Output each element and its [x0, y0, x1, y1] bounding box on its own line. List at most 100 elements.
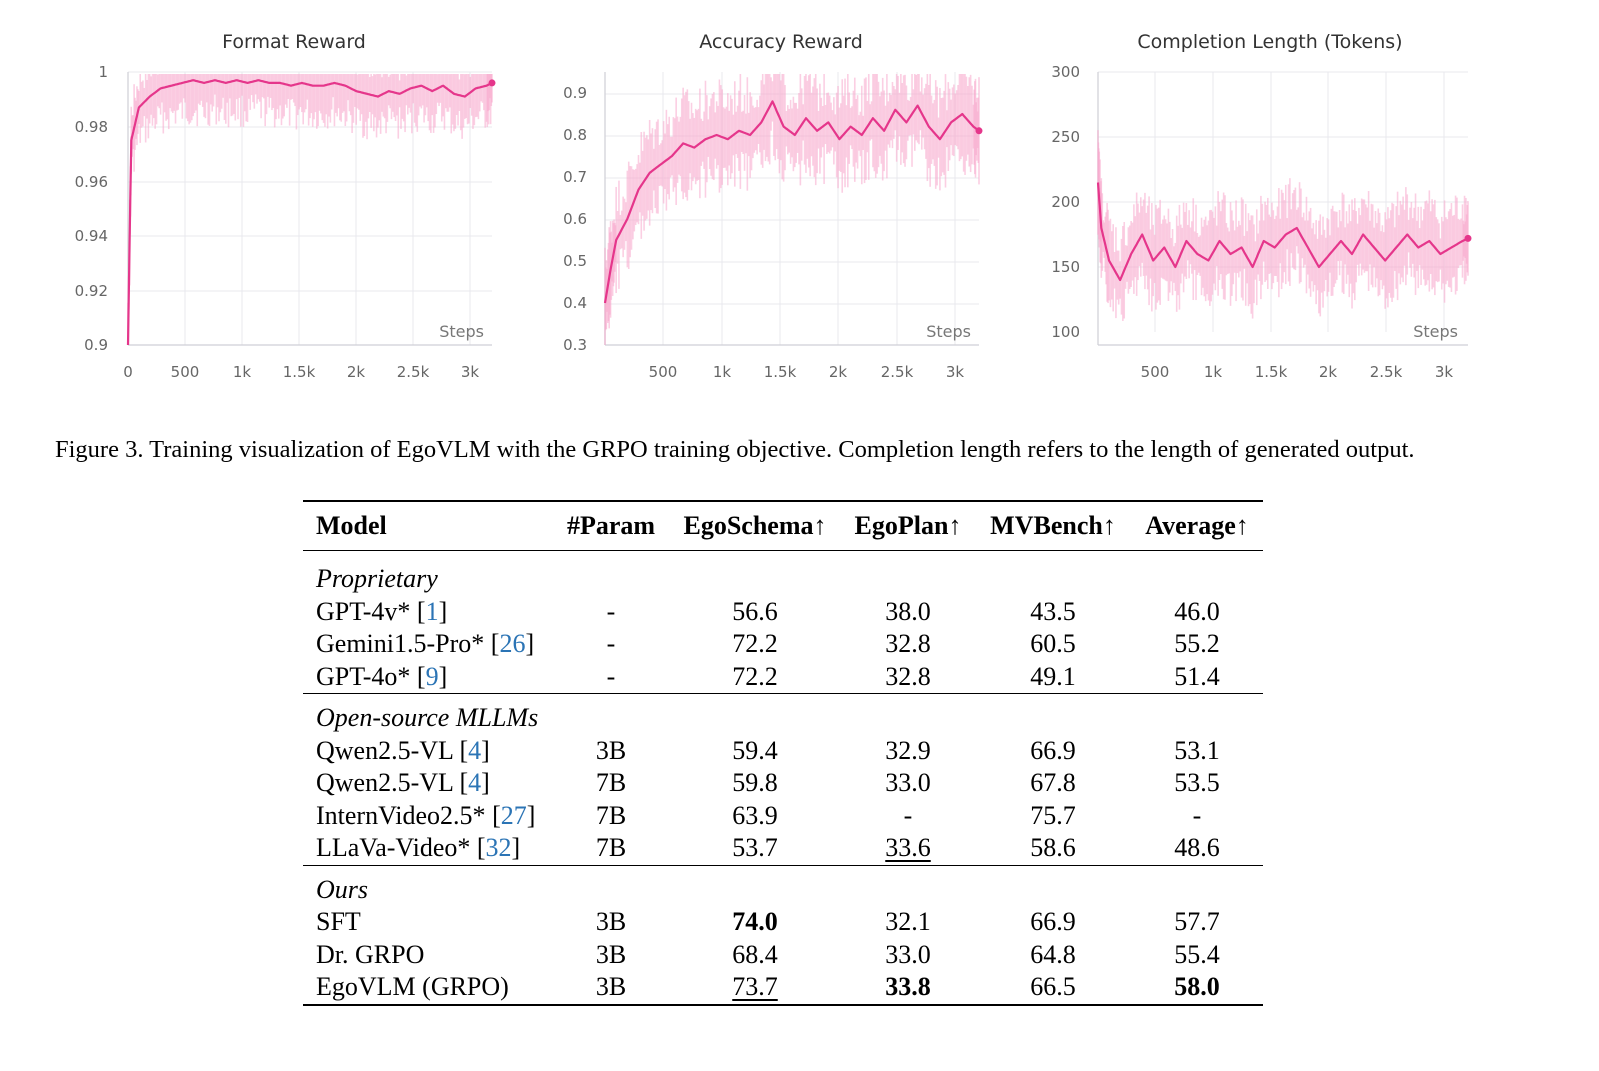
series-layer — [1096, 130, 1472, 321]
egoplan-cell: 33.8 — [841, 971, 975, 1006]
y-tick-label: 0.7 — [563, 168, 587, 186]
egoplan-cell: 32.9 — [885, 735, 931, 765]
param-cell: 7B — [595, 800, 627, 830]
model-cell: Qwen2.5-VL [4] — [316, 735, 490, 765]
mvbench-cell: 67.8 — [1030, 768, 1076, 797]
second-best-value: 73.7 — [732, 972, 778, 1001]
section-open-source: Open-source MLLMs Qwen2.5-VL [4] 3B 59.4… — [303, 693, 1263, 866]
y-tick-label: 0.94 — [75, 227, 108, 245]
series-layer — [603, 74, 983, 345]
section-label: Proprietary — [316, 564, 438, 593]
accuracy-reward-chart: Accuracy Reward 0.3 0.4 0.5 0.6 0.7 0.8 — [547, 22, 1017, 392]
section-label-row: Open-source MLLMs — [303, 693, 1263, 735]
x-tick-label: 2k — [347, 363, 366, 381]
section-label: Ours — [303, 864, 1263, 906]
series-line — [603, 100, 980, 304]
x-tick-label: 1.5k — [283, 363, 316, 381]
header-model: Model — [303, 500, 553, 551]
model-name: GPT-4o* — [316, 661, 411, 691]
series-end-point — [1464, 234, 1472, 242]
citation-link[interactable]: 26 — [499, 629, 526, 658]
egoplan-cell: 33.0 — [885, 768, 931, 797]
mvbench-cell: 43.5 — [1030, 596, 1076, 626]
model-cell: InternVideo2.5* [27] — [316, 800, 536, 830]
model-name: Gemini1.5-Pro* — [316, 629, 485, 658]
y-tick-label: 0.3 — [563, 336, 587, 354]
section-ours: Ours SFT 3B 74.0 32.1 66.9 57.7 Dr. GRPO… — [303, 864, 1263, 1006]
section-label-row: Ours — [303, 864, 1263, 906]
average-cell: 51.4 — [1174, 661, 1220, 691]
completion-length-plot: Completion Length (Tokens) 100 150 200 2… — [1051, 31, 1472, 381]
x-tick-label: 1k — [713, 363, 732, 381]
y-tick-label: 300 — [1051, 63, 1080, 81]
x-tick-label: 1.5k — [764, 363, 797, 381]
param-cell: 3B — [595, 907, 627, 936]
param-cell: - — [606, 661, 616, 691]
x-tick-label: 1k — [1204, 363, 1223, 381]
table-row: EgoVLM (GRPO) 3B 73.7 33.8 66.5 58.0 — [303, 971, 1263, 1006]
average-cell: - — [1192, 800, 1202, 830]
egoschema-cell: 68.4 — [732, 939, 778, 969]
average-cell: 48.6 — [1174, 833, 1220, 862]
x-tick-label: 3k — [461, 363, 480, 381]
x-tick-label: 500 — [649, 363, 678, 381]
y-tick-label: 150 — [1051, 258, 1080, 276]
egoschema-cell: 74.0 — [732, 907, 778, 936]
mvbench-cell: 58.6 — [1030, 833, 1076, 862]
y-tick-label: 100 — [1051, 323, 1080, 341]
y-tick-label: 0.6 — [563, 210, 587, 228]
format-reward-plot: Format Reward 0.9 0.92 0.94 0.96 0.98 1 — [75, 31, 496, 381]
citation-link[interactable]: 4 — [468, 768, 482, 797]
egoplan-cell: 38.0 — [885, 596, 931, 626]
average-cell: 53.5 — [1174, 768, 1220, 797]
figure-caption: Figure 3. Training visualization of EgoV… — [55, 436, 1415, 463]
x-axis-label: Steps — [926, 322, 971, 341]
model-name: LLaVa-Video* — [316, 833, 471, 862]
y-tick-label: 200 — [1051, 193, 1080, 211]
egoplan-cell: 32.8 — [885, 661, 931, 691]
table-row: Qwen2.5-VL [4] 3B 59.4 32.9 66.9 53.1 — [303, 735, 1263, 768]
model-cell: EgoVLM (GRPO) — [303, 971, 553, 1006]
header-param: #Param — [553, 500, 669, 551]
table-row: InternVideo2.5* [27] 7B 63.9 - 75.7 - — [303, 800, 1263, 833]
model-name: GPT-4v* — [316, 596, 411, 626]
y-tick-label: 0.98 — [75, 118, 108, 136]
y-tick-label: 1 — [98, 63, 108, 81]
citation-link[interactable]: 27 — [500, 800, 527, 830]
y-tick-labels: 0.9 0.92 0.94 0.96 0.98 1 — [75, 63, 108, 354]
egoschema-cell: 72.2 — [732, 661, 778, 691]
param-cell: 3B — [595, 939, 627, 969]
citation-link[interactable]: 1 — [425, 596, 439, 626]
egoplan-cell: 33.6 — [841, 832, 975, 865]
citation-link[interactable]: 4 — [468, 735, 482, 765]
table-row: Qwen2.5-VL [4] 7B 59.8 33.0 67.8 53.5 — [303, 767, 1263, 800]
citation-link[interactable]: 9 — [425, 661, 439, 691]
x-axis-label: Steps — [439, 322, 484, 341]
y-tick-label: 0.96 — [75, 173, 108, 191]
x-tick-labels: 500 1k 1.5k 2k 2.5k 3k — [1141, 363, 1454, 381]
citation-link[interactable]: 32 — [485, 833, 512, 862]
section-label: Open-source MLLMs — [303, 693, 1263, 735]
x-tick-label: 2.5k — [881, 363, 914, 381]
egoschema-cell: 72.2 — [732, 629, 778, 658]
model-cell: GPT-4o* [9] — [316, 661, 448, 691]
egoplan-cell: - — [903, 800, 913, 830]
model-name: Qwen2.5-VL — [316, 735, 453, 765]
series-line — [1096, 182, 1469, 282]
model-name: Qwen2.5-VL — [316, 768, 453, 797]
param-cell: 7B — [595, 768, 627, 797]
format-reward-chart: Format Reward 0.9 0.92 0.94 0.96 0.98 1 — [60, 22, 530, 392]
chart-title: Completion Length (Tokens) — [1137, 31, 1402, 53]
section-proprietary: Proprietary GPT-4v* [1] - 56.6 38.0 43.5… — [303, 550, 1263, 694]
y-tick-label: 0.9 — [563, 84, 587, 102]
x-tick-label: 500 — [171, 363, 200, 381]
egoschema-cell: 56.6 — [732, 596, 778, 626]
second-best-value: 33.6 — [885, 833, 931, 862]
mvbench-cell: 49.1 — [1030, 661, 1076, 691]
egoschema-cell: 59.8 — [732, 768, 778, 797]
y-tick-labels: 100 150 200 250 300 — [1051, 63, 1080, 341]
param-cell: 3B — [553, 971, 669, 1006]
header-average: Average↑ — [1131, 500, 1263, 551]
accuracy-reward-plot: Accuracy Reward 0.3 0.4 0.5 0.6 0.7 0.8 — [563, 31, 983, 381]
model-cell: LLaVa-Video* [32] — [316, 833, 521, 862]
